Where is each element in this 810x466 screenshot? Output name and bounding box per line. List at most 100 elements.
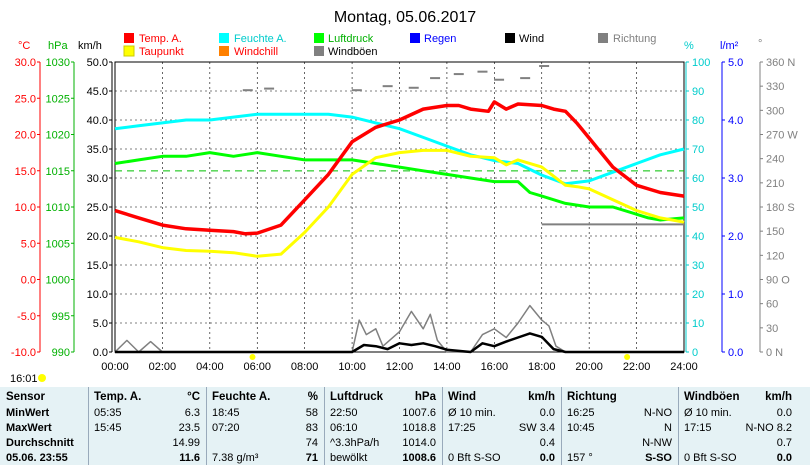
cell-ri_t: 10:45	[567, 422, 595, 434]
y-tick-label-rain: 3.0	[728, 173, 743, 185]
direction-mark	[477, 70, 488, 73]
x-tick-label: 20:00	[575, 361, 603, 373]
cell-feu_t: 18:45	[212, 407, 240, 419]
x-tick-label: 00:00	[101, 361, 129, 373]
y-tick-label-humidity: 70	[692, 144, 704, 156]
hdr-feuchte: Feuchte A.	[212, 391, 271, 403]
cell-lu_v: 1014.0	[402, 437, 436, 449]
legend-swatch-regen	[410, 33, 420, 43]
stats-table	[0, 387, 810, 465]
series-line-taupunkt	[114, 148, 685, 258]
series-line-temp-a	[114, 100, 685, 236]
y-tick-label-direction: 240	[766, 154, 784, 166]
cell-wi_v: 0.0	[539, 407, 555, 419]
series-line-wind	[115, 332, 684, 354]
direction-mark	[539, 65, 550, 68]
y-tick-label-humidity: 90	[692, 86, 704, 98]
row-label: MinWert	[6, 407, 50, 419]
axis-units: °C hPa km/h % l/m² °	[18, 38, 762, 52]
y-tick-label-rain: 0.0	[728, 347, 743, 359]
y-tick-label-direction: 60	[766, 299, 778, 311]
y-tick-label-temp: -10.0	[11, 347, 36, 359]
y-tick-label-pressure: 1030	[46, 57, 70, 69]
hdr-luftdruck: Luftdruck	[330, 391, 384, 403]
hdr-wind-unit: km/h	[528, 391, 555, 403]
y-tick-label-temp: 0.0	[21, 275, 36, 287]
y-tick-label-pressure: 990	[52, 347, 70, 359]
y-tick-label-temp: 20.0	[15, 130, 36, 142]
y-tick-label-rain: 2.0	[728, 231, 743, 243]
hdr-sensor: Sensor	[6, 391, 45, 403]
hdr-richtung: Richtung	[567, 391, 617, 403]
hdr-wind: Wind	[448, 391, 476, 403]
cell-temp_t: 05:35	[94, 407, 122, 419]
hdr-temp-unit: °C	[187, 391, 200, 403]
y-tick-label-wind: 35.0	[87, 144, 108, 156]
hdr-luftdruck-unit: hPa	[414, 391, 436, 403]
cell-lu_t: ^3.3hPa/h	[330, 437, 380, 449]
y-tick-label-wind: 40.0	[87, 115, 108, 127]
cell-wi_v: SW 3.4	[518, 422, 555, 434]
cell-ri_v: S-SO	[645, 452, 672, 464]
x-tick-label: 18:00	[528, 361, 556, 373]
y-tick-label-wind: 10.0	[87, 289, 108, 301]
direction-mark	[430, 77, 441, 80]
direction-mark	[242, 89, 253, 92]
cell-wi_t: Ø 10 min.	[448, 407, 496, 419]
sunrise-marker	[249, 354, 256, 360]
unit-direction: °	[758, 38, 762, 50]
y-tick-label-direction: 120	[766, 250, 784, 262]
cell-feu_v: 83	[305, 422, 318, 434]
cell-feu_v: 74	[305, 437, 318, 449]
unit-temp: °C	[18, 40, 30, 52]
legend-label-regen: Regen	[424, 33, 456, 45]
direction-mark	[382, 85, 393, 88]
y-tick-label-direction: 270 W	[766, 130, 798, 142]
legend-swatch-feuchte	[219, 33, 229, 43]
direction-mark	[494, 78, 505, 81]
cell-wb_t: 17:15	[684, 422, 712, 434]
y-tick-label-wind: 0.0	[93, 347, 108, 359]
y-tick-label-pressure: 995	[52, 311, 70, 323]
legend: Temp. A. Taupunkt Feuchte A. Windchill L…	[123, 33, 656, 58]
cell-wb_t: 0 Bft S-SO	[684, 452, 737, 464]
y-tick-label-humidity: 80	[692, 115, 704, 127]
cell-feu_v: 71	[305, 452, 318, 464]
series-line-feuchte-a	[114, 112, 685, 186]
y-tick-label-pressure: 1000	[46, 275, 70, 287]
cell-lu_v: 1007.6	[402, 407, 436, 419]
direction-mark	[351, 89, 362, 92]
legend-swatch-windchill	[219, 46, 229, 56]
cell-wb_v: N-NO 8.2	[745, 422, 792, 434]
cell-lu_v: 1018.8	[402, 422, 436, 434]
y-tick-label-temp: 25.0	[15, 93, 36, 105]
direction-mark	[453, 73, 464, 76]
x-tick-label: 08:00	[291, 361, 319, 373]
cell-temp_t: 15:45	[94, 422, 122, 434]
cell-lu_t: 22:50	[330, 407, 358, 419]
legend-label-wind: Wind	[519, 33, 544, 45]
cell-wi_t: 17:25	[448, 422, 476, 434]
chart-title: Montag, 05.06.2017	[334, 9, 476, 26]
sunset-marker	[624, 354, 631, 360]
y-tick-label-humidity: 30	[692, 260, 704, 272]
y-tick-label-wind: 45.0	[87, 86, 108, 98]
cell-feu_v: 58	[305, 407, 318, 419]
y-tick-label-direction: 30	[766, 323, 778, 335]
y-tick-label-pressure: 1015	[46, 166, 70, 178]
direction-mark	[408, 86, 419, 89]
cell-temp_t	[94, 437, 154, 451]
y-tick-label-wind: 30.0	[87, 173, 108, 185]
y-tick-label-pressure: 1025	[46, 93, 70, 105]
legend-swatch-wind	[505, 33, 515, 43]
legend-swatch-taupunkt	[123, 45, 135, 57]
legend-swatch-windboeen	[314, 46, 324, 56]
cell-ri_t: 157 °	[567, 452, 593, 464]
hdr-windboeen: Windböen	[684, 391, 740, 403]
y-tick-label-temp: -5.0	[17, 311, 36, 323]
y-tick-label-humidity: 10	[692, 318, 704, 330]
x-tick-label: 10:00	[338, 361, 366, 373]
row-label: MaxWert	[6, 422, 52, 434]
x-tick-label: 14:00	[433, 361, 461, 373]
legend-label-feuchte: Feuchte A.	[234, 33, 287, 45]
